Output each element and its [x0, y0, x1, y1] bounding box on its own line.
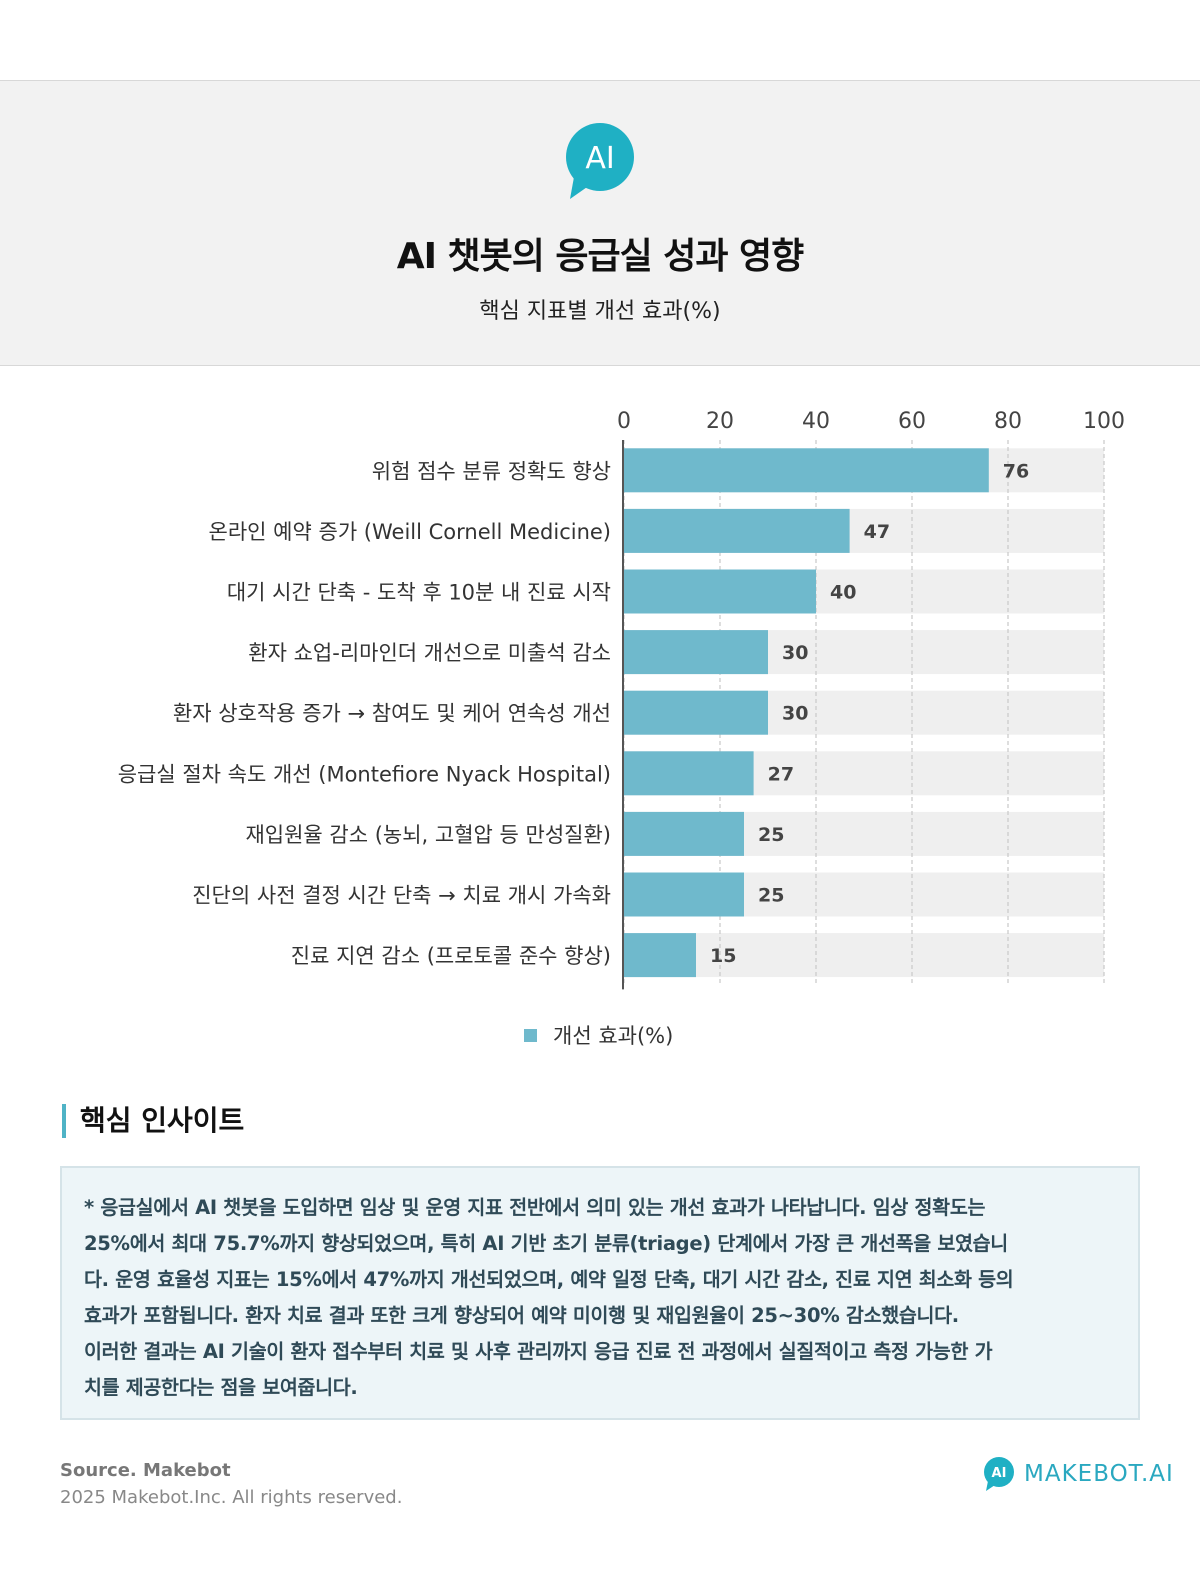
x-tick-label: 60 — [898, 409, 926, 434]
category-label: 재입원율 감소 (농뇌, 고혈압 등 만성질환) — [245, 823, 611, 847]
bar-value-label: 40 — [830, 582, 856, 604]
category-label: 환자 쇼업-리마인더 개선으로 미출석 감소 — [248, 641, 611, 665]
bar-value-label: 47 — [864, 521, 890, 543]
bar-track — [624, 933, 1104, 978]
insight-line: 이러한 결과는 AI 기술이 환자 접수부터 치료 및 사후 관리까지 응급 진… — [84, 1340, 993, 1363]
ai-chat-bubble-icon: AI — [566, 123, 634, 199]
bar — [624, 508, 850, 553]
ai-badge-text: AI — [585, 141, 614, 176]
brand-bubble-icon: AI — [984, 1457, 1014, 1491]
page-subtitle: 핵심 지표별 개선 효과(%) — [479, 299, 721, 324]
insight-line: 25%에서 최대 75.7%까지 향상되었으며, 특히 AI 기반 초기 분류(… — [84, 1232, 1008, 1255]
category-label: 위험 점수 분류 정확도 향상 — [372, 459, 611, 483]
makebot-logo: AI MAKEBOT.AI — [982, 1456, 1174, 1492]
bar — [624, 690, 768, 735]
bar-value-label: 25 — [758, 824, 784, 846]
bar-value-label: 15 — [710, 945, 736, 967]
chart-legend: 개선 효과(%) — [524, 1020, 673, 1050]
category-label: 진단의 사전 결정 시간 단축 → 치료 개시 가속화 — [192, 884, 611, 908]
x-tick-label: 40 — [802, 409, 830, 434]
insight-line: 치를 제공한다는 점을 보여줍니다. — [84, 1376, 358, 1399]
source-label: Source. Makebot — [60, 1460, 231, 1481]
insight-line: 효과가 포함됩니다. 환자 치료 결과 또한 크게 향상되어 예약 미이행 및 … — [84, 1304, 959, 1327]
legend-swatch — [524, 1028, 537, 1042]
bar — [624, 569, 816, 614]
brand-badge-text: AI — [992, 1466, 1007, 1481]
bar-value-label: 30 — [782, 703, 808, 725]
bar — [624, 751, 754, 796]
bar — [624, 872, 744, 917]
bar-chart: 0 20 40 60 80 100 76 위험 점수 분류 정확도 향상 47 온라인 예약 증가… — [118, 409, 1125, 990]
brand-name: MAKEBOT.AI — [1024, 1461, 1174, 1487]
insight-line: 다. 운영 효율성 지표는 15%에서 47%까지 개선되었으며, 예약 일정 … — [84, 1268, 1014, 1291]
insight-heading: 핵심 인사이트 — [62, 1104, 244, 1138]
category-label: 환자 상호작용 증가 → 참여도 및 케어 연속성 개선 — [173, 702, 611, 726]
insight-box: * 응급실에서 AI 챗봇을 도입하면 임상 및 운영 지표 전반에서 의미 있… — [60, 1166, 1140, 1420]
category-label: 응급실 절차 속도 개선 (Montefiore Nyack Hospital) — [118, 762, 611, 786]
bar-value-label: 25 — [758, 885, 784, 907]
bar-value-label: 27 — [768, 763, 794, 785]
x-tick-label: 80 — [994, 409, 1022, 434]
bar — [624, 448, 989, 493]
insight-line: * 응급실에서 AI 챗봇을 도입하면 임상 및 운영 지표 전반에서 의미 있… — [84, 1196, 986, 1219]
x-tick-label: 20 — [706, 409, 734, 434]
category-label: 온라인 예약 증가 (Weill Cornell Medicine) — [209, 520, 611, 544]
x-tick-label: 0 — [617, 409, 631, 434]
x-tick-label: 100 — [1083, 409, 1125, 434]
copyright-text: 2025 Makebot.Inc. All rights reserved. — [60, 1487, 403, 1508]
header-band: AI AI 챗봇의 응급실 성과 영향 핵심 지표별 개선 효과(%) — [0, 80, 1200, 366]
bar — [624, 811, 744, 856]
category-label: 대기 시간 단축 - 도착 후 10분 내 진료 시작 — [227, 581, 611, 605]
legend-label: 개선 효과(%) — [553, 1024, 674, 1048]
bar — [624, 933, 696, 978]
page-title: AI 챗봇의 응급실 성과 영향 — [396, 236, 805, 277]
bar — [624, 630, 768, 675]
bar-value-label: 76 — [1003, 460, 1029, 482]
bar-value-label: 30 — [782, 642, 808, 664]
category-label: 진료 지연 감소 (프로토콜 준수 향상) — [291, 944, 611, 968]
